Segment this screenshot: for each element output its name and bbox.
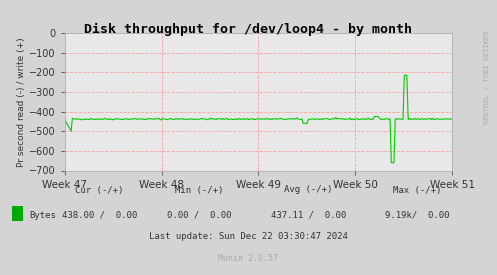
Text: Bytes: Bytes xyxy=(29,211,56,219)
Text: 437.11 /  0.00: 437.11 / 0.00 xyxy=(270,211,346,219)
Text: 9.19k/  0.00: 9.19k/ 0.00 xyxy=(385,211,450,219)
Text: Min (-/+): Min (-/+) xyxy=(174,186,223,194)
Y-axis label: Pr second read (-) / write (+): Pr second read (-) / write (+) xyxy=(17,37,26,167)
Text: Munin 2.0.57: Munin 2.0.57 xyxy=(219,254,278,263)
Text: Disk throughput for /dev/loop4 - by month: Disk throughput for /dev/loop4 - by mont… xyxy=(84,23,413,37)
Text: Max (-/+): Max (-/+) xyxy=(393,186,442,194)
Text: 438.00 /  0.00: 438.00 / 0.00 xyxy=(62,211,137,219)
Text: 0.00 /  0.00: 0.00 / 0.00 xyxy=(166,211,231,219)
Text: RRDTOOL / TOBI OETIKER: RRDTOOL / TOBI OETIKER xyxy=(484,30,490,124)
Text: Avg (-/+): Avg (-/+) xyxy=(284,186,332,194)
Text: Cur (-/+): Cur (-/+) xyxy=(75,186,124,194)
Text: Last update: Sun Dec 22 03:30:47 2024: Last update: Sun Dec 22 03:30:47 2024 xyxy=(149,232,348,241)
